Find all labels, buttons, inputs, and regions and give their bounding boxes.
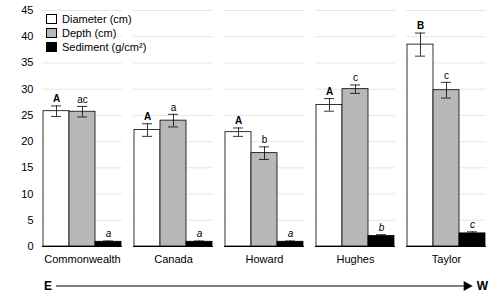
svg-text:15: 15 bbox=[21, 161, 33, 173]
svg-text:c: c bbox=[353, 72, 358, 83]
svg-text:A: A bbox=[53, 93, 60, 104]
svg-text:25: 25 bbox=[21, 109, 33, 121]
svg-text:Taylor: Taylor bbox=[432, 253, 462, 265]
html-text:Sediment (g/cm²): Sediment (g/cm²) bbox=[62, 41, 147, 53]
html-text:W: W bbox=[476, 279, 488, 293]
svg-text:Canada: Canada bbox=[154, 253, 193, 265]
html-text:Depth (cm): Depth (cm) bbox=[62, 27, 117, 39]
svg-text:ac: ac bbox=[77, 94, 88, 105]
svg-text:40: 40 bbox=[21, 30, 33, 42]
svg-text:45: 45 bbox=[21, 4, 33, 16]
html-text:Diameter (cm): Diameter (cm) bbox=[62, 13, 132, 25]
svg-text:b: b bbox=[262, 134, 268, 145]
svg-text:Commonwealth: Commonwealth bbox=[44, 253, 120, 265]
svg-text:0: 0 bbox=[27, 240, 33, 252]
svg-text:B: B bbox=[417, 20, 424, 31]
svg-text:5: 5 bbox=[27, 214, 33, 226]
svg-text:Hughes: Hughes bbox=[337, 253, 375, 265]
svg-text:b: b bbox=[379, 222, 385, 233]
svg-text:a: a bbox=[171, 102, 177, 113]
svg-text:a: a bbox=[197, 228, 203, 239]
svg-text:Howard: Howard bbox=[246, 253, 284, 265]
svg-text:A: A bbox=[326, 86, 333, 97]
svg-text:30: 30 bbox=[21, 83, 33, 95]
svg-text:10: 10 bbox=[21, 188, 33, 200]
svg-text:A: A bbox=[144, 111, 151, 122]
svg-text:A: A bbox=[235, 115, 242, 126]
svg-text:a: a bbox=[288, 228, 294, 239]
svg-text:20: 20 bbox=[21, 135, 33, 147]
svg-text:35: 35 bbox=[21, 56, 33, 68]
html-text:E: E bbox=[44, 279, 52, 293]
svg-text:c: c bbox=[444, 70, 449, 81]
svg-text:a: a bbox=[106, 228, 112, 239]
svg-text:c: c bbox=[470, 219, 475, 230]
